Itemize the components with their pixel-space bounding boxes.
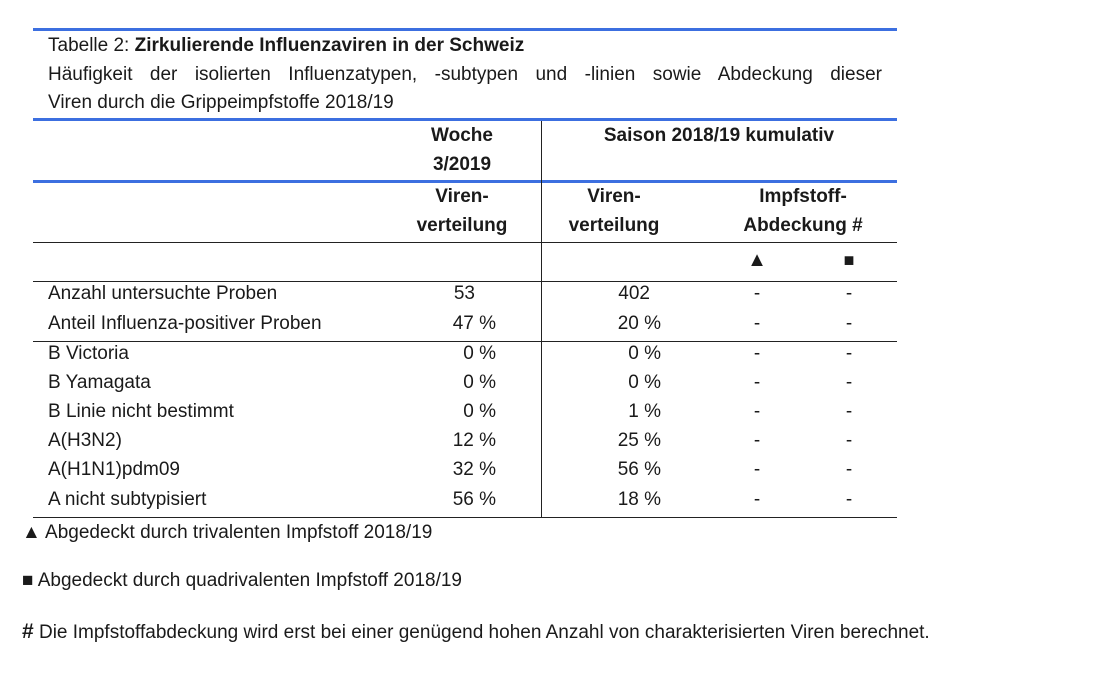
- quadrivalent-value: -: [845, 430, 853, 451]
- trivalent-value: -: [753, 313, 761, 334]
- bottom-rule: [33, 517, 897, 518]
- header-viren-season: Viren-verteilung: [568, 186, 660, 236]
- row-label: B Linie nicht bestimmt: [48, 401, 234, 422]
- header-rule: [33, 118, 897, 121]
- header-impfstoff: Impfstoff- Abdeckung #: [743, 186, 863, 236]
- week-value: 47 %: [452, 313, 496, 334]
- trivalent-value: -: [753, 459, 761, 480]
- header-viren-week: Viren-verteilung: [416, 186, 508, 236]
- column-divider: [541, 121, 542, 518]
- subheader-rule: [33, 180, 897, 183]
- trivalent-value: -: [753, 401, 761, 422]
- week-value: 53: [453, 283, 475, 304]
- footnote-trivalent: ▲ Abgedeckt durch trivalenten Impfstoff …: [22, 522, 433, 543]
- week-value: 0 %: [463, 372, 496, 393]
- caption-title: Zirkulierende Influenzaviren in der Schw…: [134, 35, 525, 56]
- row-label: A nicht subtypisiert: [48, 489, 207, 510]
- trivalent-value: -: [753, 430, 761, 451]
- row-label: B Victoria: [48, 343, 129, 364]
- trivalent-value: -: [753, 372, 761, 393]
- season-value: 0 %: [628, 343, 661, 364]
- square-icon: ■: [22, 570, 34, 591]
- header-week: Woche 3/2019: [431, 125, 493, 175]
- quadrivalent-value: -: [845, 372, 853, 393]
- triangle-icon: ▲: [747, 249, 767, 271]
- week-value: 56 %: [452, 489, 496, 510]
- divider: [33, 281, 897, 282]
- footnote-quadrivalent: ■ Abgedeckt durch quadrivalenten Impfsto…: [22, 570, 462, 591]
- season-value: 25 %: [617, 430, 661, 451]
- hash-icon: #: [22, 620, 34, 643]
- quadrivalent-value: -: [845, 459, 853, 480]
- divider: [33, 242, 897, 243]
- week-value: 12 %: [452, 430, 496, 451]
- season-value: 18 %: [617, 489, 661, 510]
- row-label: A(H1N1)pdm09: [48, 459, 180, 480]
- season-value: 56 %: [617, 459, 661, 480]
- square-icon: ■: [843, 250, 855, 270]
- table-caption: Tabelle 2: Zirkulierende Influenzaviren …: [48, 35, 524, 57]
- week-value: 0 %: [463, 401, 496, 422]
- caption-subtitle-2: Viren durch die Grippeimpfstoffe 2018/19: [48, 92, 394, 113]
- season-value: 1 %: [628, 401, 661, 422]
- footnote-hash: # Die Impfstoffabdeckung wird erst bei e…: [22, 620, 930, 643]
- season-value: 20 %: [617, 313, 661, 334]
- trivalent-value: -: [753, 489, 761, 510]
- triangle-icon: ▲: [22, 522, 41, 543]
- caption-subtitle-1: Häufigkeit der isolierten Influenzatypen…: [48, 64, 882, 85]
- row-label: A(H3N2): [48, 430, 122, 451]
- caption-prefix: Tabelle 2:: [48, 35, 135, 56]
- week-value: 0 %: [463, 343, 496, 364]
- divider: [33, 341, 897, 342]
- quadrivalent-value: -: [845, 343, 853, 364]
- row-label: Anzahl untersuchte Proben: [48, 283, 278, 304]
- quadrivalent-value: -: [845, 401, 853, 422]
- row-label: Anteil Influenza-positiver Proben: [48, 313, 322, 334]
- trivalent-value: -: [753, 343, 761, 364]
- season-value: 402: [618, 283, 650, 304]
- top-rule: [33, 28, 897, 31]
- quadrivalent-value: -: [845, 283, 853, 304]
- quadrivalent-value: -: [845, 489, 853, 510]
- season-value: 0 %: [628, 372, 661, 393]
- trivalent-value: -: [753, 283, 761, 304]
- row-label: B Yamagata: [48, 372, 151, 393]
- header-season: Saison 2018/19 kumulativ: [603, 125, 835, 146]
- week-value: 32 %: [452, 459, 496, 480]
- quadrivalent-value: -: [845, 313, 853, 334]
